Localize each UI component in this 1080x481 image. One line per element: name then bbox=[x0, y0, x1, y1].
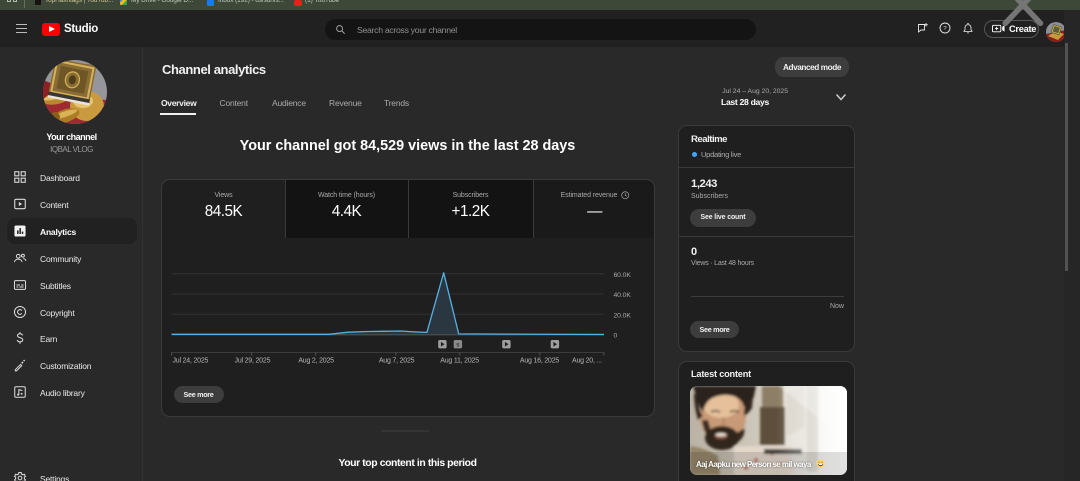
svg-text:Aug 2, 2025: Aug 2, 2025 bbox=[298, 358, 334, 365]
svg-text:Aug 20, ...: Aug 20, ... bbox=[572, 358, 602, 365]
svg-text:40.0K: 40.0K bbox=[614, 292, 632, 299]
svg-text:Aug 16, 2025: Aug 16, 2025 bbox=[520, 358, 560, 365]
svg-text:Aug 11, 2025: Aug 11, 2025 bbox=[440, 358, 479, 365]
svg-text:s: s bbox=[456, 343, 460, 349]
svg-text:20.0K: 20.0K bbox=[614, 312, 632, 319]
svg-text:Jul 24, 2025: Jul 24, 2025 bbox=[173, 358, 209, 365]
svg-text:Aug 7, 2025: Aug 7, 2025 bbox=[379, 358, 415, 365]
svg-text:?: ? bbox=[943, 26, 946, 32]
svg-text:Jul 29, 2025: Jul 29, 2025 bbox=[235, 358, 271, 365]
svg-text:60.0K: 60.0K bbox=[614, 272, 632, 279]
svg-text:0: 0 bbox=[614, 333, 618, 340]
